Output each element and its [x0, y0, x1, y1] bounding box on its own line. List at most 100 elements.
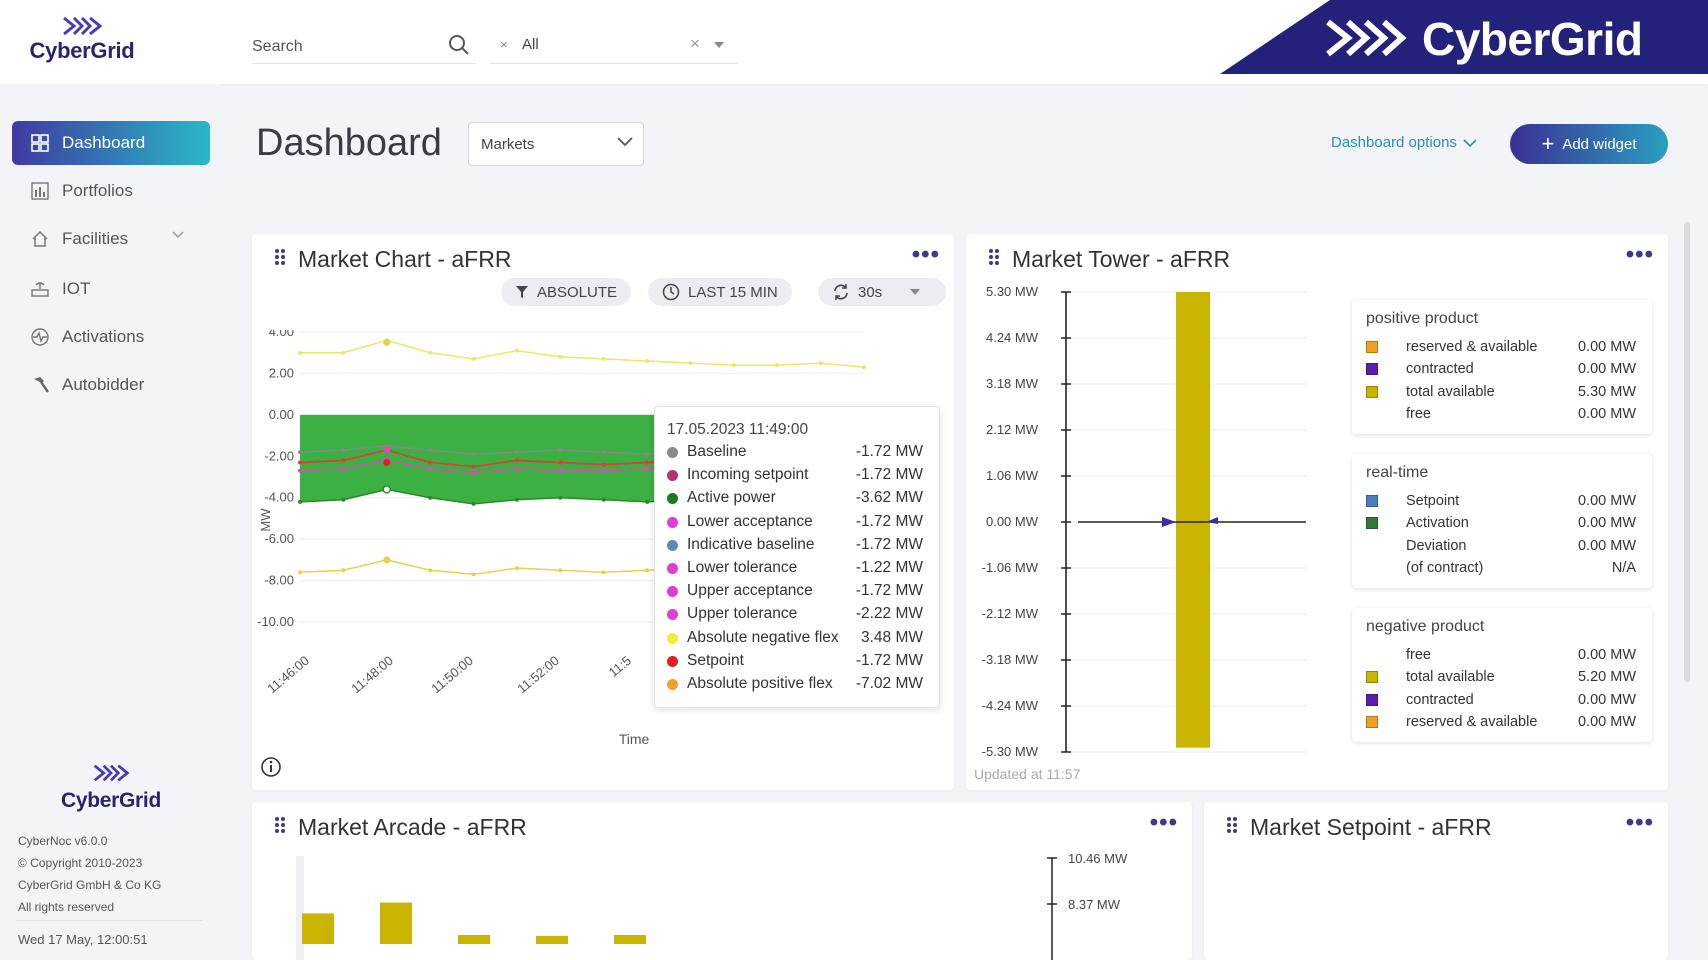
x-tick-label: 11:46:00 [264, 653, 312, 696]
tooltip-label: Active power [687, 489, 776, 507]
sidebar-item-portfolios[interactable]: Portfolios [12, 169, 210, 213]
series-marker [667, 609, 678, 621]
dashboard-select-value: Markets [481, 136, 535, 153]
x-tick-label: 11:52:00 [514, 653, 562, 696]
data-point [298, 460, 302, 465]
legend-value: 5.20 MW [1577, 669, 1636, 686]
tooltip-timestamp: 17.05.2023 11:49:00 [667, 421, 809, 438]
more-options-icon[interactable]: ••• [1149, 809, 1178, 836]
bar [302, 913, 334, 944]
chart-edge [296, 856, 304, 960]
info-icon[interactable] [260, 756, 282, 778]
absolute-filter-button[interactable]: ABSOLUTE [501, 278, 632, 306]
search-icon[interactable] [448, 34, 470, 56]
y-tick-label: 0.00 MW [986, 514, 1039, 529]
chevron-down-icon[interactable] [172, 231, 184, 239]
sidebar-item-label: Dashboard [62, 133, 146, 152]
time-range-button[interactable]: LAST 15 MIN [648, 278, 792, 306]
real-time-panel: real-time Setpoint 0.00 MW Activation 0.00 … [1352, 454, 1652, 588]
tooltip-value: -1.22 MW [855, 559, 923, 576]
data-point [601, 450, 606, 455]
tooltip-value: -7.02 MW [855, 675, 923, 692]
data-point [558, 354, 563, 359]
bar [458, 935, 490, 944]
legend-label: total available [1406, 669, 1495, 686]
sidebar-item-label: Activations [62, 327, 145, 346]
data-point [645, 460, 650, 465]
data-point [601, 462, 606, 467]
legend-value: 0.00 MW [1577, 713, 1636, 730]
dashboard-options-button[interactable]: Dashboard options [1331, 134, 1477, 151]
data-point [471, 572, 476, 577]
data-point [558, 495, 563, 500]
data-point [514, 348, 519, 353]
footer-logo: CyberGrid [50, 762, 172, 813]
drag-handle-icon[interactable] [1226, 816, 1238, 834]
data-point [558, 448, 563, 453]
add-widget-button[interactable]: + Add widget [1510, 124, 1668, 164]
data-point [428, 466, 433, 471]
tooltip-label: Incoming setpoint [687, 466, 809, 484]
tooltip-value: -3.62 MW [855, 489, 923, 507]
chip-remove-icon[interactable]: × [500, 37, 508, 52]
legend-row: free 0.00 MW [1366, 646, 1646, 666]
x-tick-label: 11:5 [606, 653, 634, 680]
chevron-down-icon[interactable] [714, 42, 724, 48]
scope-filter-select[interactable]: × All × [490, 28, 738, 64]
legend-label: (of contract) [1406, 559, 1484, 576]
more-options-icon[interactable]: ••• [1625, 241, 1654, 268]
positive-product-panel: positive product reserved & available 0.0… [1352, 300, 1652, 434]
legend-swatch [1366, 715, 1378, 728]
refresh-interval-label: 30s [858, 283, 883, 301]
sidebar-item-activations[interactable]: Activations [12, 315, 210, 359]
sidebar-item-facilities[interactable]: Facilities [12, 217, 210, 261]
data-point [341, 568, 346, 573]
more-options-icon[interactable]: ••• [911, 241, 940, 268]
sidebar-item-autobidder[interactable]: Autobidder [12, 363, 210, 407]
drag-handle-icon[interactable] [988, 248, 1000, 266]
drag-handle-icon[interactable] [274, 816, 286, 834]
data-point [471, 470, 476, 475]
sidebar-item-label: Autobidder [62, 375, 145, 394]
legend-value: 0.00 MW [1577, 647, 1636, 663]
sidebar: Dashboard Portfolios Facilities IOT Acti… [0, 84, 222, 960]
more-options-icon[interactable]: ••• [1625, 809, 1654, 836]
clock-icon [662, 283, 680, 301]
top-bar: CyberGrid Search × All × CyberGrid [0, 0, 1708, 84]
legend-value: 5.30 MW [1577, 383, 1636, 400]
clear-icon[interactable]: × [690, 34, 700, 53]
y-tick-label: -1.06 MW [982, 560, 1039, 575]
drag-handle-icon[interactable] [274, 248, 286, 266]
dashboard-select[interactable]: Markets [468, 122, 644, 166]
legend-value: 0.00 MW [1577, 493, 1636, 509]
x-tick-label: 11:48:00 [348, 653, 396, 696]
y-tick-label: -8.00 [264, 573, 294, 588]
legend-swatch [1366, 517, 1378, 530]
data-point [471, 452, 476, 457]
widget-title: Market Chart - aFRR [298, 246, 512, 272]
negative-available-bar [1176, 522, 1210, 748]
activity-icon [30, 327, 50, 347]
market-tower-plot: 5.30 MW 4.24 MW 3.18 MW 2.12 MW 1.06 MW 0.00 … [982, 284, 1306, 759]
data-point [428, 448, 433, 453]
y-tick-label: -2.12 MW [982, 606, 1039, 621]
data-point [298, 350, 302, 355]
refresh-interval-select[interactable]: 30s [818, 278, 946, 306]
search-field[interactable]: Search [252, 28, 476, 64]
tooltip-row: Upper tolerance -2.22 MW [667, 603, 933, 625]
y-tick-label: 3.18 MW [986, 376, 1039, 391]
app-logo[interactable]: CyberGrid [26, 14, 138, 64]
tooltip-label: Absolute negative flex [687, 628, 839, 646]
legend-label: free [1406, 647, 1431, 663]
sidebar-item-iot[interactable]: IOT [12, 267, 210, 311]
sidebar-item-label: IOT [62, 279, 91, 298]
market-setpoint-widget: Market Setpoint - aFRR ••• [1204, 802, 1668, 960]
widget-title: Market Tower - aFRR [1012, 246, 1231, 272]
brand-text: CyberGrid [1422, 13, 1643, 65]
legend-label: total available [1406, 383, 1495, 400]
data-point [862, 365, 866, 370]
sidebar-item-dashboard[interactable]: Dashboard [12, 121, 210, 165]
tooltip-label: Absolute positive flex [687, 675, 833, 692]
series-line [300, 339, 865, 368]
page-scrollbar[interactable] [1684, 222, 1690, 682]
